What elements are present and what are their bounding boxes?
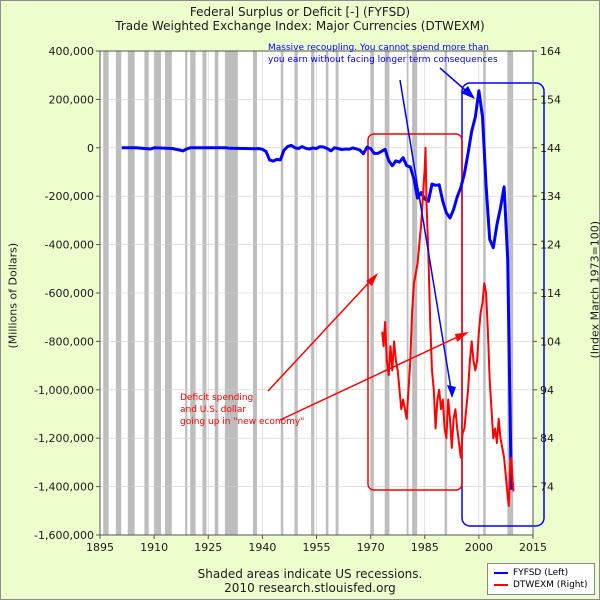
legend: FYFSD (Left) DTWEXM (Right) bbox=[487, 563, 595, 595]
x-tick-label: 2015 bbox=[519, 541, 547, 554]
red-note-line1: Deficit spending bbox=[180, 393, 253, 403]
x-tick-label: 1895 bbox=[86, 541, 114, 554]
x-tick-label: 1940 bbox=[248, 541, 276, 554]
y-left-tick-label: -1,600,000 bbox=[34, 529, 94, 542]
y-right-tick-label: 154 bbox=[540, 93, 561, 106]
y-right-tick-label: 94 bbox=[540, 384, 554, 397]
x-tick-label: 1955 bbox=[303, 541, 331, 554]
dtwexm-line bbox=[381, 146, 515, 507]
legend-item-fyfsd: FYFSD (Left) bbox=[494, 567, 568, 579]
legend-swatch-red bbox=[494, 583, 508, 586]
y-left-tick-label: 400,000 bbox=[49, 45, 95, 58]
footer-recession-note: Shaded areas indicate US recessions. bbox=[197, 567, 423, 581]
legend-label-fyfsd: FYFSD (Left) bbox=[513, 568, 569, 578]
chart-title: Federal Surplus or Deficit [-] (FYFSD) bbox=[189, 5, 411, 19]
y-right-tick-label: 74 bbox=[540, 481, 554, 494]
blue-note-line1: Massive recoupling. You cannot spend mor… bbox=[268, 43, 489, 53]
red-note-line3: going up in "new economy" bbox=[180, 417, 304, 427]
red-note-line2: and U.S. dollar bbox=[180, 405, 246, 415]
y-left-tick-label: -1,000,000 bbox=[34, 384, 94, 397]
y-right-tick-label: 114 bbox=[540, 287, 561, 300]
y-left-tick-label: -200,000 bbox=[45, 190, 94, 203]
y-left-tick-label: 0 bbox=[87, 142, 94, 155]
fyfsd-line bbox=[121, 89, 513, 490]
x-tick-label: 2000 bbox=[465, 541, 493, 554]
x-tick-label: 1985 bbox=[411, 541, 439, 554]
x-tick-label: 1970 bbox=[357, 541, 385, 554]
legend-item-dtwexm: DTWEXM (Right) bbox=[494, 579, 588, 591]
y-left-tick-label: -400,000 bbox=[45, 239, 94, 252]
y-right-tick-label: 164 bbox=[540, 45, 561, 58]
legend-label-dtwexm: DTWEXM (Right) bbox=[513, 580, 588, 590]
chart-subtitle: Trade Weighted Exchange Index: Major Cur… bbox=[115, 19, 485, 33]
red-annotation-box bbox=[367, 133, 463, 491]
x-tick-label: 1910 bbox=[140, 541, 168, 554]
y-left-tick-label: -800,000 bbox=[45, 335, 94, 348]
y-right-tick-label: 134 bbox=[540, 190, 561, 203]
axis-ticks: 1895 1910 1925 1940 1955 1970 1985 2000 2015 400,… bbox=[34, 45, 561, 554]
blue-annotation-text: Massive recoupling. You cannot spend mor… bbox=[268, 43, 498, 65]
y-left-tick-label: 200,000 bbox=[49, 93, 95, 106]
y-right-tick-label: 84 bbox=[540, 432, 554, 445]
annotation-arrows bbox=[267, 67, 475, 421]
y-left-tick-label: -600,000 bbox=[45, 287, 94, 300]
blue-note-line2: you earn without facing longer term cons… bbox=[268, 55, 498, 65]
series-lines bbox=[121, 89, 515, 507]
y-left-tick-label: -1,200,000 bbox=[34, 432, 94, 445]
legend-swatch-blue bbox=[494, 571, 508, 574]
y-left-tick-label: -1,400,000 bbox=[34, 481, 94, 494]
x-tick-label: 1925 bbox=[194, 541, 222, 554]
y-right-tick-label: 104 bbox=[540, 335, 561, 348]
y-right-tick-label: 144 bbox=[540, 142, 561, 155]
y-right-tick-label: 124 bbox=[540, 239, 561, 252]
red-annotation-text: Deficit spending and U.S. dollar going u… bbox=[180, 393, 304, 427]
footer-source: 2010 research.stlouisfed.org bbox=[224, 581, 396, 595]
